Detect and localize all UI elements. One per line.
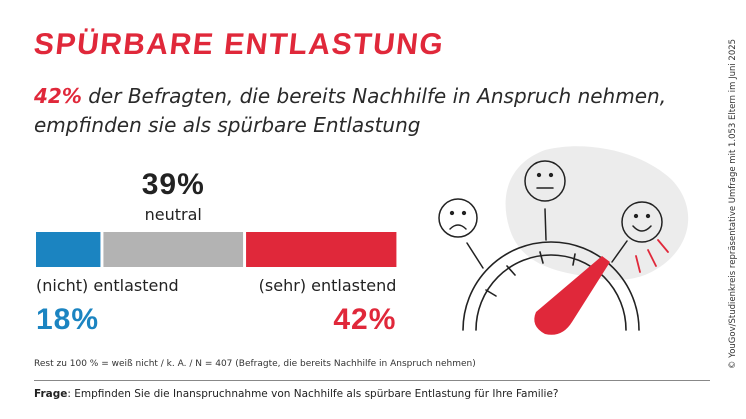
stacked-bar bbox=[36, 232, 397, 267]
value-label-relieving: 42% bbox=[333, 303, 396, 336]
gauge-dial-icon bbox=[462, 241, 640, 331]
value-label-neutral: 39% bbox=[142, 168, 205, 201]
category-label-relieving: (sehr) entlastend bbox=[259, 276, 397, 295]
question-text: : Empfinden Sie die Inanspruchnahme von … bbox=[67, 388, 559, 400]
bar-segment-neutral bbox=[103, 232, 244, 267]
sparkle-lines-icon bbox=[635, 239, 669, 273]
bar-labels: (nicht) entlastend 18% 39% neutral (sehr) en… bbox=[36, 168, 396, 336]
subtitle-text-line1: der Befragten, die bereits Nachhilfe in … bbox=[81, 84, 667, 108]
category-label-not-relieving: (nicht) entlastend bbox=[36, 276, 179, 295]
bar-segment-relieving bbox=[246, 232, 397, 267]
category-label-neutral: neutral bbox=[145, 205, 202, 224]
bar-segment-not-relieving bbox=[36, 232, 101, 267]
subtitle-highlight: 42% bbox=[34, 84, 82, 108]
sad-face-icon bbox=[438, 198, 484, 269]
survey-question: Frage: Empfinden Sie die Inanspruchnahme… bbox=[34, 388, 559, 400]
divider bbox=[34, 380, 710, 381]
source-credit: © YouGov/Studienkreis repräsentative Umf… bbox=[728, 38, 738, 370]
chart-subtitle: 42% der Befragten, die bereits Nachhilfe… bbox=[34, 82, 674, 140]
question-label: Frage bbox=[34, 388, 68, 400]
value-label-not-relieving: 18% bbox=[36, 303, 99, 336]
happy-face-icon bbox=[611, 201, 663, 263]
gauge-needle-icon bbox=[534, 256, 610, 335]
neutral-face-icon bbox=[524, 160, 566, 241]
background-blob bbox=[505, 146, 689, 280]
gauge-illustration bbox=[438, 146, 689, 335]
subtitle-text-line2: empfinden sie als spürbare Entlastung bbox=[34, 113, 421, 137]
footnote: Rest zu 100 % = weiß nicht / k. A. / N =… bbox=[34, 359, 476, 369]
